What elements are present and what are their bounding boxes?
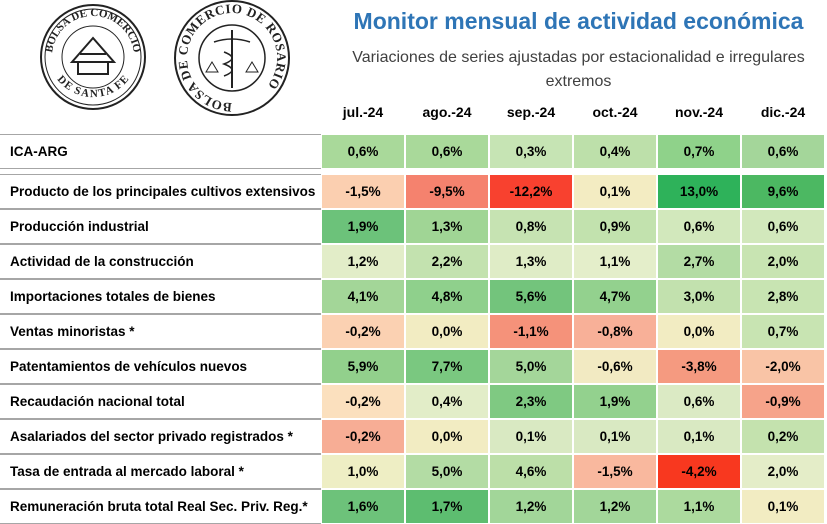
cell: 3,0% bbox=[657, 279, 741, 314]
cell: 0,4% bbox=[405, 384, 489, 419]
cell: 0,9% bbox=[573, 209, 657, 244]
cell: -0,2% bbox=[321, 384, 405, 419]
cell: 1,6% bbox=[321, 489, 405, 524]
cell: 0,0% bbox=[657, 314, 741, 349]
cell: 0,4% bbox=[573, 134, 657, 169]
seal-text: DE SANTA FE bbox=[55, 73, 132, 100]
cell: 0,0% bbox=[405, 314, 489, 349]
row-label: Tasa de entrada al mercado laboral * bbox=[0, 454, 321, 489]
cell: 1,9% bbox=[321, 209, 405, 244]
column-header: nov.-24 bbox=[675, 104, 723, 120]
cell: 7,7% bbox=[405, 349, 489, 384]
row-label: Patentamientos de vehículos nuevos bbox=[0, 349, 321, 384]
row-label: Ventas minoristas * bbox=[0, 314, 321, 349]
cell: 13,0% bbox=[657, 174, 741, 209]
cell: 5,0% bbox=[405, 454, 489, 489]
cell: 0,6% bbox=[741, 209, 825, 244]
cell: 0,6% bbox=[657, 384, 741, 419]
row-label: Actividad de la construcción bbox=[0, 244, 321, 279]
cell: 5,9% bbox=[321, 349, 405, 384]
cell: -0,2% bbox=[321, 419, 405, 454]
cell: 4,8% bbox=[405, 279, 489, 314]
cell: 0,2% bbox=[741, 419, 825, 454]
cell: 1,3% bbox=[405, 209, 489, 244]
cell: 2,2% bbox=[405, 244, 489, 279]
row-label: Recaudación nacional total bbox=[0, 384, 321, 419]
cell: -4,2% bbox=[657, 454, 741, 489]
cell: -2,0% bbox=[741, 349, 825, 384]
row-label: ICA-ARG bbox=[0, 134, 321, 169]
cell: -0,6% bbox=[573, 349, 657, 384]
santa-fe-seal: BOLSA DE COMERCIO DE SANTA FE bbox=[40, 4, 146, 110]
cell: 0,8% bbox=[489, 209, 573, 244]
column-header: sep.-24 bbox=[506, 104, 556, 120]
cell: 2,8% bbox=[741, 279, 825, 314]
cell: 2,3% bbox=[489, 384, 573, 419]
row-label: Asalariados del sector privado registrad… bbox=[0, 419, 321, 454]
row-label: Importaciones totales de bienes bbox=[0, 279, 321, 314]
column-header: ago.-24 bbox=[422, 104, 472, 120]
cell: 0,7% bbox=[657, 134, 741, 169]
cell: 1,2% bbox=[321, 244, 405, 279]
cell: -0,8% bbox=[573, 314, 657, 349]
cell: 0,6% bbox=[405, 134, 489, 169]
logos: BOLSA DE COMERCIO DE SANTA FE BOLSA DE C… bbox=[40, 0, 290, 116]
cell: 0,1% bbox=[573, 419, 657, 454]
cell: 1,1% bbox=[657, 489, 741, 524]
cell: 0,1% bbox=[489, 419, 573, 454]
column-header: jul.-24 bbox=[342, 104, 384, 120]
cell: 1,9% bbox=[573, 384, 657, 419]
cell: 0,6% bbox=[741, 134, 825, 169]
cell: 0,1% bbox=[741, 489, 825, 524]
cell: 1,1% bbox=[573, 244, 657, 279]
cell: 9,6% bbox=[741, 174, 825, 209]
cell: -3,8% bbox=[657, 349, 741, 384]
cell: 2,0% bbox=[741, 244, 825, 279]
cell: 1,2% bbox=[489, 489, 573, 524]
column-header: oct.-24 bbox=[592, 104, 638, 120]
cell: 0,7% bbox=[741, 314, 825, 349]
cell: 5,0% bbox=[489, 349, 573, 384]
row-label: Producción industrial bbox=[0, 209, 321, 244]
cell: 0,6% bbox=[321, 134, 405, 169]
rosario-seal: BOLSA DE COMERCIO DE ROSARIO bbox=[174, 0, 290, 116]
cell: 0,1% bbox=[573, 174, 657, 209]
cell: -1,5% bbox=[321, 174, 405, 209]
cell: 0,3% bbox=[489, 134, 573, 169]
cell: -1,5% bbox=[573, 454, 657, 489]
column-header: dic.-24 bbox=[760, 104, 806, 120]
cell: 5,6% bbox=[489, 279, 573, 314]
cell: 0,1% bbox=[657, 419, 741, 454]
svg-text:DE SANTA FE: DE SANTA FE bbox=[55, 73, 132, 100]
cell: 1,0% bbox=[321, 454, 405, 489]
cell: -0,9% bbox=[741, 384, 825, 419]
subtitle: Variaciones de series ajustadas por esta… bbox=[352, 49, 805, 90]
title: Monitor mensual de actividad económica bbox=[353, 8, 804, 34]
cell: -0,2% bbox=[321, 314, 405, 349]
cell: 0,6% bbox=[657, 209, 741, 244]
cell: 4,1% bbox=[321, 279, 405, 314]
cell: 1,2% bbox=[573, 489, 657, 524]
seal-text: BOLSA DE COMERCIO bbox=[43, 7, 143, 54]
cell: 2,0% bbox=[741, 454, 825, 489]
row-label: Producto de los principales cultivos ext… bbox=[0, 174, 321, 209]
cell: -12,2% bbox=[489, 174, 573, 209]
cell: -1,1% bbox=[489, 314, 573, 349]
cell: 4,7% bbox=[573, 279, 657, 314]
cell: 2,7% bbox=[657, 244, 741, 279]
cell: 1,7% bbox=[405, 489, 489, 524]
cell: -9,5% bbox=[405, 174, 489, 209]
cell: 1,3% bbox=[489, 244, 573, 279]
row-label: Remuneración bruta total Real Sec. Priv.… bbox=[0, 489, 321, 524]
svg-text:BOLSA DE COMERCIO: BOLSA DE COMERCIO bbox=[43, 7, 143, 54]
cell: 0,0% bbox=[405, 419, 489, 454]
cell: 4,6% bbox=[489, 454, 573, 489]
